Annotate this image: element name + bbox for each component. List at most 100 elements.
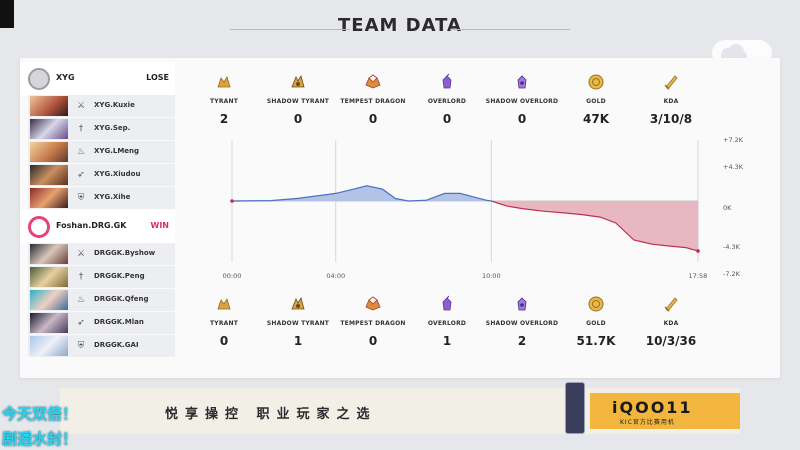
- player-name: XYG.Sep.: [94, 124, 131, 132]
- gold-coin-icon: [588, 74, 604, 90]
- stat-value: 0: [517, 112, 527, 126]
- team1-name: XYG: [56, 73, 75, 82]
- y-tick-label: +4.3K: [723, 163, 744, 171]
- team2-gold-stat: GOLD 51.7K: [559, 295, 633, 348]
- team2-player-4[interactable]: ➶ DRGGK.Mlan: [28, 312, 175, 334]
- team2-player-3[interactable]: ♨ DRGGK.Qfeng: [28, 289, 175, 311]
- player-name: XYG.Xiudou: [94, 170, 141, 178]
- team1-shadow-overlord-stat: SHADOW OVERLORD 0: [485, 73, 559, 126]
- team1-gold-stat: GOLD 47K: [559, 73, 633, 126]
- team2-result: WIN: [150, 221, 170, 230]
- stat-label: OVERLORD: [427, 320, 467, 327]
- overlay-caption-line1: 今天双倍！: [2, 405, 78, 423]
- team2-lead-line: [232, 201, 699, 252]
- team1-player-1[interactable]: ⚔ XYG.Kuxie: [28, 95, 175, 117]
- bow-icon: ➶: [77, 170, 85, 180]
- player-name: DRGGK.Peng: [94, 272, 145, 280]
- stat-label: TYRANT: [209, 98, 238, 105]
- team1-lead-line: [231, 185, 494, 201]
- team2-stats-row: TYRANT 0 SHADOW TYRANT 1 TEMPEST DRAGON …: [185, 295, 775, 355]
- page-title: TEAM DATA: [338, 15, 462, 36]
- y-tick-label: -7.2K: [723, 270, 741, 278]
- stat-label: GOLD: [586, 320, 606, 327]
- team1-stats-row: TYRANT 2 SHADOW TYRANT 0 TEMPEST DRAGON …: [185, 73, 775, 133]
- hero-portrait: [30, 142, 68, 162]
- team2-shadow-tyrant-stat: SHADOW TYRANT 1: [261, 295, 335, 348]
- tempest-dragon-icon: [365, 74, 381, 89]
- stat-value: 10/3/36: [645, 334, 697, 348]
- shadow-tyrant-icon: [291, 296, 305, 310]
- hero-portrait: [30, 165, 68, 185]
- team2-header[interactable]: Foshan.DRG.GK WIN: [20, 210, 175, 244]
- y-tick-label: -4.3K: [723, 243, 741, 251]
- player-name: XYG.Kuxie: [94, 101, 135, 109]
- team1-player-3[interactable]: ♨ XYG.LMeng: [28, 141, 175, 163]
- stat-value: 0: [368, 334, 378, 348]
- x-tick-label: 04:00: [326, 272, 345, 280]
- player-name: DRGGK.GAI: [94, 341, 139, 349]
- stat-label: SHADOW OVERLORD: [485, 320, 559, 327]
- overlord-icon: [442, 73, 452, 89]
- team-rosters: XYG LOSE ⚔ XYG.Kuxie † XYG.Sep. ♨ XYG.LM…: [20, 58, 175, 378]
- stat-value: 0: [442, 112, 452, 126]
- x-tick-label: 00:00: [223, 272, 242, 280]
- team2-lead-area: [232, 201, 698, 251]
- stat-value: 0: [293, 112, 303, 126]
- banner-slogan: 悦享操控 职业玩家之选: [165, 407, 377, 422]
- team2-player-5[interactable]: ⛨ DRGGK.GAI: [28, 335, 175, 357]
- stat-value: 3/10/8: [649, 112, 693, 126]
- hero-portrait: [30, 267, 68, 287]
- dagger-icon: †: [78, 272, 84, 282]
- tyrant-icon: [217, 298, 231, 310]
- shield-icon: ⛨: [77, 341, 85, 351]
- team1-header[interactable]: XYG LOSE: [20, 62, 175, 96]
- team1-tempest-dragon-stat: TEMPEST DRAGON 0: [336, 73, 410, 126]
- team2-tempest-dragon-stat: TEMPEST DRAGON 0: [336, 295, 410, 348]
- team2-player-2[interactable]: † DRGGK.Peng: [28, 266, 175, 288]
- player-name: XYG.LMeng: [94, 147, 140, 155]
- stat-label: GOLD: [586, 98, 606, 105]
- stat-label: OVERLORD: [427, 98, 467, 105]
- dagger-icon: †: [78, 124, 84, 134]
- flame-icon: ♨: [76, 147, 86, 157]
- team1-logo: [28, 68, 50, 90]
- stat-value: 1: [442, 334, 452, 348]
- team1-player-4[interactable]: ➶ XYG.Xiudou: [28, 164, 175, 186]
- crossed-swords-icon: ⚔: [76, 101, 86, 111]
- corner-mark: [0, 0, 14, 28]
- x-tick-label: 17:58: [689, 272, 708, 280]
- y-tick-label: 0K: [723, 204, 732, 212]
- title-rule-left: [230, 29, 350, 30]
- stat-value: 1: [293, 334, 303, 348]
- kda-sword-icon: [664, 75, 678, 90]
- team1-tyrant-stat: TYRANT 2: [187, 73, 261, 126]
- team1-result: LOSE: [146, 73, 169, 82]
- team1-shadow-tyrant-stat: SHADOW TYRANT 0: [261, 73, 335, 126]
- tyrant-icon: [217, 76, 231, 88]
- team2-tyrant-stat: TYRANT 0: [187, 295, 261, 348]
- shield-icon: ⛨: [77, 193, 85, 203]
- stat-label: SHADOW OVERLORD: [485, 98, 559, 105]
- stat-label: KDA: [663, 98, 679, 105]
- player-name: DRGGK.Mlan: [94, 318, 144, 326]
- hero-portrait: [30, 188, 68, 208]
- hero-portrait: [30, 336, 68, 356]
- brand-box: iQOO11 KIC官方比赛用机: [590, 393, 740, 429]
- gold-difference-chart: 00:00 04:00 10:00 17:58 +7.2K +4.3K 0K -4.3K -7.…: [223, 136, 744, 280]
- shadow-tyrant-icon: [291, 74, 305, 88]
- sponsor-banner: 悦享操控 职业玩家之选 iQOO11 KIC官方比赛用机: [60, 382, 740, 434]
- chart-start-point: [230, 199, 234, 203]
- team2-name: Foshan.DRG.GK: [56, 221, 127, 230]
- team1-overlord-stat: OVERLORD 0: [410, 73, 484, 126]
- brand-logo-text: iQOO11: [612, 398, 693, 417]
- stat-label: SHADOW TYRANT: [266, 320, 330, 327]
- team2-player-1[interactable]: ⚔ DRGGK.Byshow: [28, 243, 175, 265]
- team1-kda-stat: KDA 3/10/8: [634, 73, 708, 126]
- stat-value: 0: [368, 112, 378, 126]
- team1-player-2[interactable]: † XYG.Sep.: [28, 118, 175, 140]
- stat-value: 2: [517, 334, 527, 348]
- team1-player-5[interactable]: ⛨ XYG.Xihe: [28, 187, 175, 209]
- overlay-caption-line2: 剧透水封！: [2, 430, 78, 448]
- shadow-overlord-icon: [517, 75, 527, 89]
- team2-logo: [28, 216, 50, 238]
